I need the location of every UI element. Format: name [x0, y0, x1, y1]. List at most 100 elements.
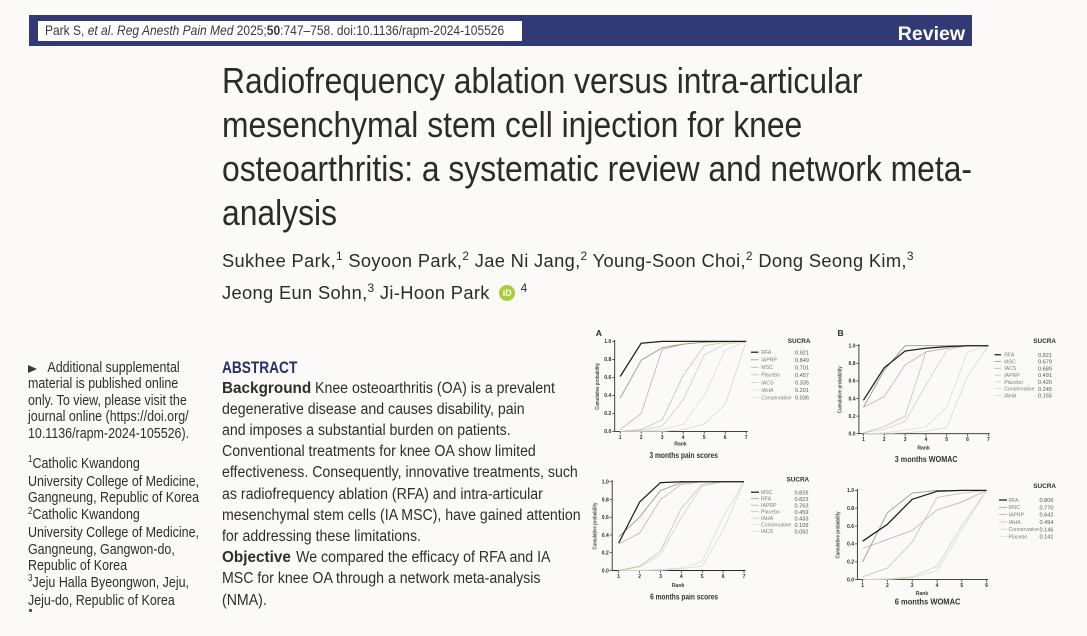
svg-text:Conservative: Conservative — [1009, 527, 1039, 533]
svg-text:3: 3 — [911, 583, 914, 589]
svg-text:0.201: 0.201 — [795, 388, 809, 394]
svg-text:Rank: Rank — [917, 446, 930, 452]
svg-text:SUCRA: SUCRA — [786, 476, 809, 483]
svg-text:0.770: 0.770 — [1040, 505, 1054, 511]
svg-text:0.849: 0.849 — [795, 358, 809, 364]
svg-text:Conservative: Conservative — [761, 523, 791, 529]
svg-text:0.806: 0.806 — [1040, 498, 1054, 504]
svg-text:1.0: 1.0 — [847, 488, 854, 494]
svg-text:A: A — [596, 328, 602, 338]
svg-text:0.146: 0.146 — [1040, 527, 1054, 533]
svg-text:IAPRP: IAPRP — [1004, 373, 1020, 379]
svg-text:MSC: MSC — [1004, 359, 1016, 365]
svg-text:0.245: 0.245 — [1038, 387, 1052, 393]
svg-text:0.823: 0.823 — [795, 497, 809, 503]
svg-text:SUCRA: SUCRA — [1033, 483, 1056, 490]
svg-text:5: 5 — [945, 437, 948, 443]
svg-text:IACS: IACS — [761, 380, 774, 386]
svg-text:3: 3 — [659, 574, 662, 580]
svg-text:7: 7 — [745, 435, 748, 441]
svg-text:0.2: 0.2 — [849, 414, 856, 420]
svg-text:IAPRP: IAPRP — [761, 503, 777, 509]
svg-text:0.457: 0.457 — [795, 373, 809, 379]
svg-text:Placebo: Placebo — [1004, 380, 1023, 386]
svg-text:6: 6 — [966, 437, 969, 443]
svg-text:Cumulative probability: Cumulative probability — [595, 363, 601, 410]
svg-text:IACS: IACS — [761, 529, 774, 535]
svg-text:1.0: 1.0 — [849, 344, 856, 350]
svg-text:0.2: 0.2 — [847, 560, 854, 566]
svg-text:0.8: 0.8 — [602, 497, 609, 503]
svg-text:6: 6 — [985, 583, 988, 589]
svg-text:5: 5 — [960, 583, 963, 589]
svg-text:3: 3 — [661, 435, 664, 441]
svg-text:IAPRP: IAPRP — [1009, 513, 1025, 519]
svg-text:1: 1 — [619, 435, 622, 441]
svg-text:Placebo: Placebo — [761, 373, 780, 379]
svg-text:6 months pain scores: 6 months pain scores — [650, 591, 718, 601]
svg-text:5: 5 — [701, 574, 704, 580]
svg-text:6: 6 — [722, 574, 725, 580]
svg-text:4: 4 — [682, 435, 685, 441]
svg-text:Placebo: Placebo — [761, 510, 780, 516]
svg-text:SUCRA: SUCRA — [1033, 338, 1056, 345]
svg-text:3 months pain scores: 3 months pain scores — [649, 450, 718, 460]
svg-text:Conservative: Conservative — [761, 395, 791, 401]
svg-text:0.0: 0.0 — [849, 432, 856, 438]
svg-text:IAHA: IAHA — [1004, 393, 1017, 399]
svg-text:RFA: RFA — [761, 350, 772, 356]
svg-text:1: 1 — [861, 583, 864, 589]
svg-text:RFA: RFA — [761, 497, 772, 503]
svg-text:2: 2 — [886, 583, 889, 589]
svg-text:Cumulative probability: Cumulative probability — [836, 511, 842, 558]
svg-text:Rank: Rank — [674, 442, 687, 448]
svg-text:0.109: 0.109 — [795, 523, 809, 529]
svg-text:Rank: Rank — [916, 591, 929, 597]
svg-text:0.420: 0.420 — [1038, 380, 1052, 386]
svg-text:IAPRP: IAPRP — [761, 358, 777, 364]
svg-text:0.2: 0.2 — [604, 411, 611, 417]
svg-text:0.921: 0.921 — [795, 350, 809, 356]
svg-text:0.642: 0.642 — [1040, 513, 1054, 519]
svg-text:4: 4 — [680, 574, 683, 580]
svg-text:MSC: MSC — [1009, 505, 1021, 511]
svg-text:0.8: 0.8 — [847, 506, 854, 512]
svg-text:0.141: 0.141 — [1040, 535, 1054, 541]
svg-text:1.0: 1.0 — [602, 480, 609, 486]
svg-text:0.4: 0.4 — [602, 533, 609, 539]
svg-text:2: 2 — [883, 437, 886, 443]
svg-text:0.155: 0.155 — [1038, 394, 1052, 400]
svg-text:6: 6 — [724, 435, 727, 441]
svg-text:5: 5 — [703, 435, 706, 441]
svg-text:3 months WOMAC: 3 months WOMAC — [895, 454, 958, 464]
svg-text:0.8: 0.8 — [849, 361, 856, 367]
svg-text:0.2: 0.2 — [602, 551, 609, 557]
svg-text:0.494: 0.494 — [1040, 520, 1054, 526]
svg-text:4: 4 — [936, 583, 939, 589]
svg-text:1: 1 — [862, 437, 865, 443]
svg-text:RFA: RFA — [1004, 353, 1015, 359]
svg-text:0.6: 0.6 — [847, 524, 854, 530]
svg-text:IAHA: IAHA — [761, 516, 774, 522]
svg-text:IACS: IACS — [1004, 366, 1017, 372]
svg-text:Cumulative probability: Cumulative probability — [838, 366, 844, 413]
svg-text:0.0: 0.0 — [847, 577, 854, 583]
svg-text:3: 3 — [904, 437, 907, 443]
svg-text:1.0: 1.0 — [604, 339, 611, 345]
svg-text:RFA: RFA — [1009, 498, 1020, 504]
svg-text:0.4: 0.4 — [847, 542, 854, 548]
svg-text:7: 7 — [743, 574, 746, 580]
svg-text:0.8: 0.8 — [604, 357, 611, 363]
svg-text:6 months WOMAC: 6 months WOMAC — [895, 597, 961, 607]
svg-text:0.821: 0.821 — [1038, 353, 1052, 359]
svg-text:Rank: Rank — [672, 583, 685, 589]
svg-text:2: 2 — [640, 435, 643, 441]
svg-text:0.6: 0.6 — [849, 379, 856, 385]
svg-text:B: B — [838, 328, 844, 338]
svg-text:1: 1 — [617, 574, 620, 580]
svg-text:0.335: 0.335 — [795, 381, 809, 387]
svg-text:0.491: 0.491 — [1038, 373, 1052, 379]
svg-text:0.6: 0.6 — [602, 515, 609, 521]
svg-text:MSC: MSC — [761, 490, 773, 496]
svg-text:0.6: 0.6 — [604, 375, 611, 381]
